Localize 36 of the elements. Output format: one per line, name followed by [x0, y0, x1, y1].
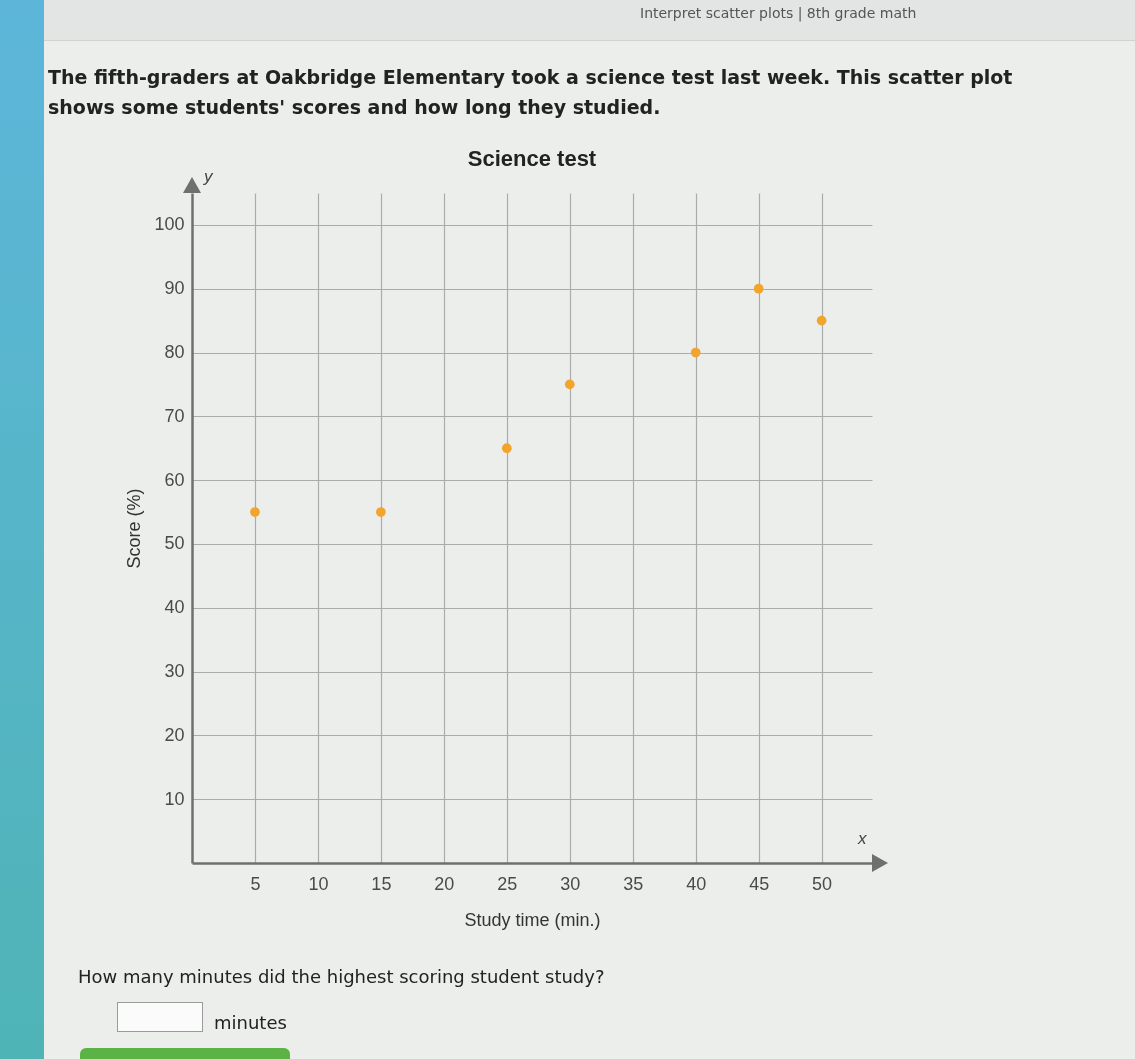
y-tick-label: 90	[164, 278, 185, 299]
text: y	[204, 167, 213, 187]
point	[690, 347, 701, 358]
y-tick-label: 30	[164, 661, 185, 682]
x-tick-label: 45	[749, 873, 770, 894]
y-axis-title: Score (%)	[124, 488, 145, 569]
chart-title: Science test	[467, 146, 597, 171]
point	[753, 283, 764, 294]
y-tick-label: 50	[164, 533, 185, 554]
x-tick-label: 25	[497, 873, 518, 894]
y-tick-label: 20	[164, 724, 185, 745]
x-tick-label: 5	[250, 873, 261, 894]
y-tick-label: 70	[164, 405, 185, 426]
x-tick-label: 40	[686, 873, 707, 894]
x-tick-label: 30	[560, 873, 581, 894]
x-tick-label: 20	[434, 873, 455, 894]
text: Interpret scatter plots | 8th grade math	[640, 5, 917, 21]
text: The fifth-graders at Oakbridge Elementary took a science test last week. This scatter plot shows some students' scores and how long they studied.	[48, 65, 1014, 120]
text: How many minutes did the highest scoring student study?	[78, 966, 605, 987]
y-tick-label: 80	[164, 342, 185, 363]
x-axis-title: Study time (min.)	[464, 909, 601, 930]
x-tick-label: 50	[812, 873, 833, 894]
x-tick-label: 35	[623, 873, 644, 894]
x-tick-label: 10	[308, 873, 329, 894]
y-tick-label: 40	[164, 597, 185, 618]
point	[816, 315, 827, 326]
y-tick-label: 60	[164, 469, 185, 490]
point	[376, 507, 386, 517]
point	[501, 443, 512, 454]
x-tick-label: 15	[371, 873, 392, 894]
point	[250, 507, 260, 517]
y-tick-label: 100	[154, 214, 185, 235]
text: minutes	[214, 1012, 287, 1033]
y-tick-label: 10	[164, 788, 185, 809]
annotation: x	[858, 829, 867, 849]
point	[564, 379, 575, 390]
